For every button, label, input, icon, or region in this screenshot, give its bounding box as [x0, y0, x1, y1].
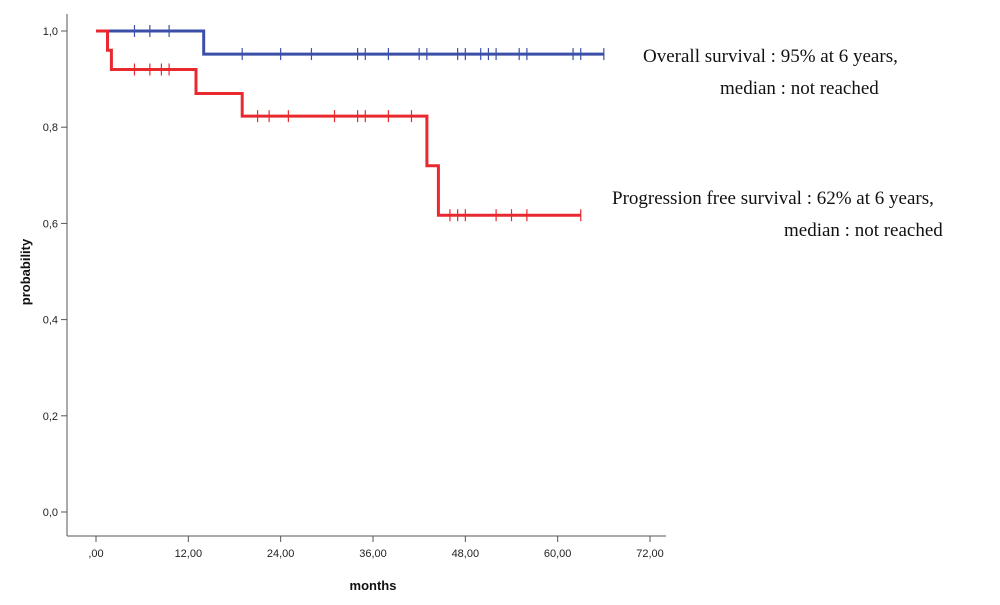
- x-tick-label: 12,00: [175, 548, 203, 560]
- y-tick-label: 0,4: [43, 315, 58, 327]
- y-tick-label: 0,0: [43, 507, 58, 519]
- os-annotation-line-2: median : not reached: [720, 78, 879, 99]
- y-tick-label: 0,8: [43, 122, 58, 134]
- pfs-annotation-line-1: Progression free survival : 62% at 6 yea…: [612, 188, 934, 209]
- y-tick-label: 0,6: [43, 218, 58, 230]
- x-tick-label: 60,00: [544, 548, 572, 560]
- series-0-line: [96, 29, 604, 56]
- x-tick-label: 72,00: [636, 548, 664, 560]
- y-axis-title: probability: [18, 238, 33, 305]
- os-annotation-line-1: Overall survival : 95% at 6 years,: [643, 46, 898, 67]
- y-tick-label: 1,0: [43, 26, 58, 38]
- x-tick-label: ,00: [88, 548, 103, 560]
- y-tick-label: 0,2: [43, 411, 58, 423]
- x-tick-label: 36,00: [359, 548, 387, 560]
- x-tick-label: 24,00: [267, 548, 295, 560]
- x-tick-label: 48,00: [452, 548, 480, 560]
- series-1-line: [96, 29, 581, 217]
- pfs-annotation-line-2: median : not reached: [784, 220, 943, 241]
- x-axis-title: months: [350, 578, 397, 593]
